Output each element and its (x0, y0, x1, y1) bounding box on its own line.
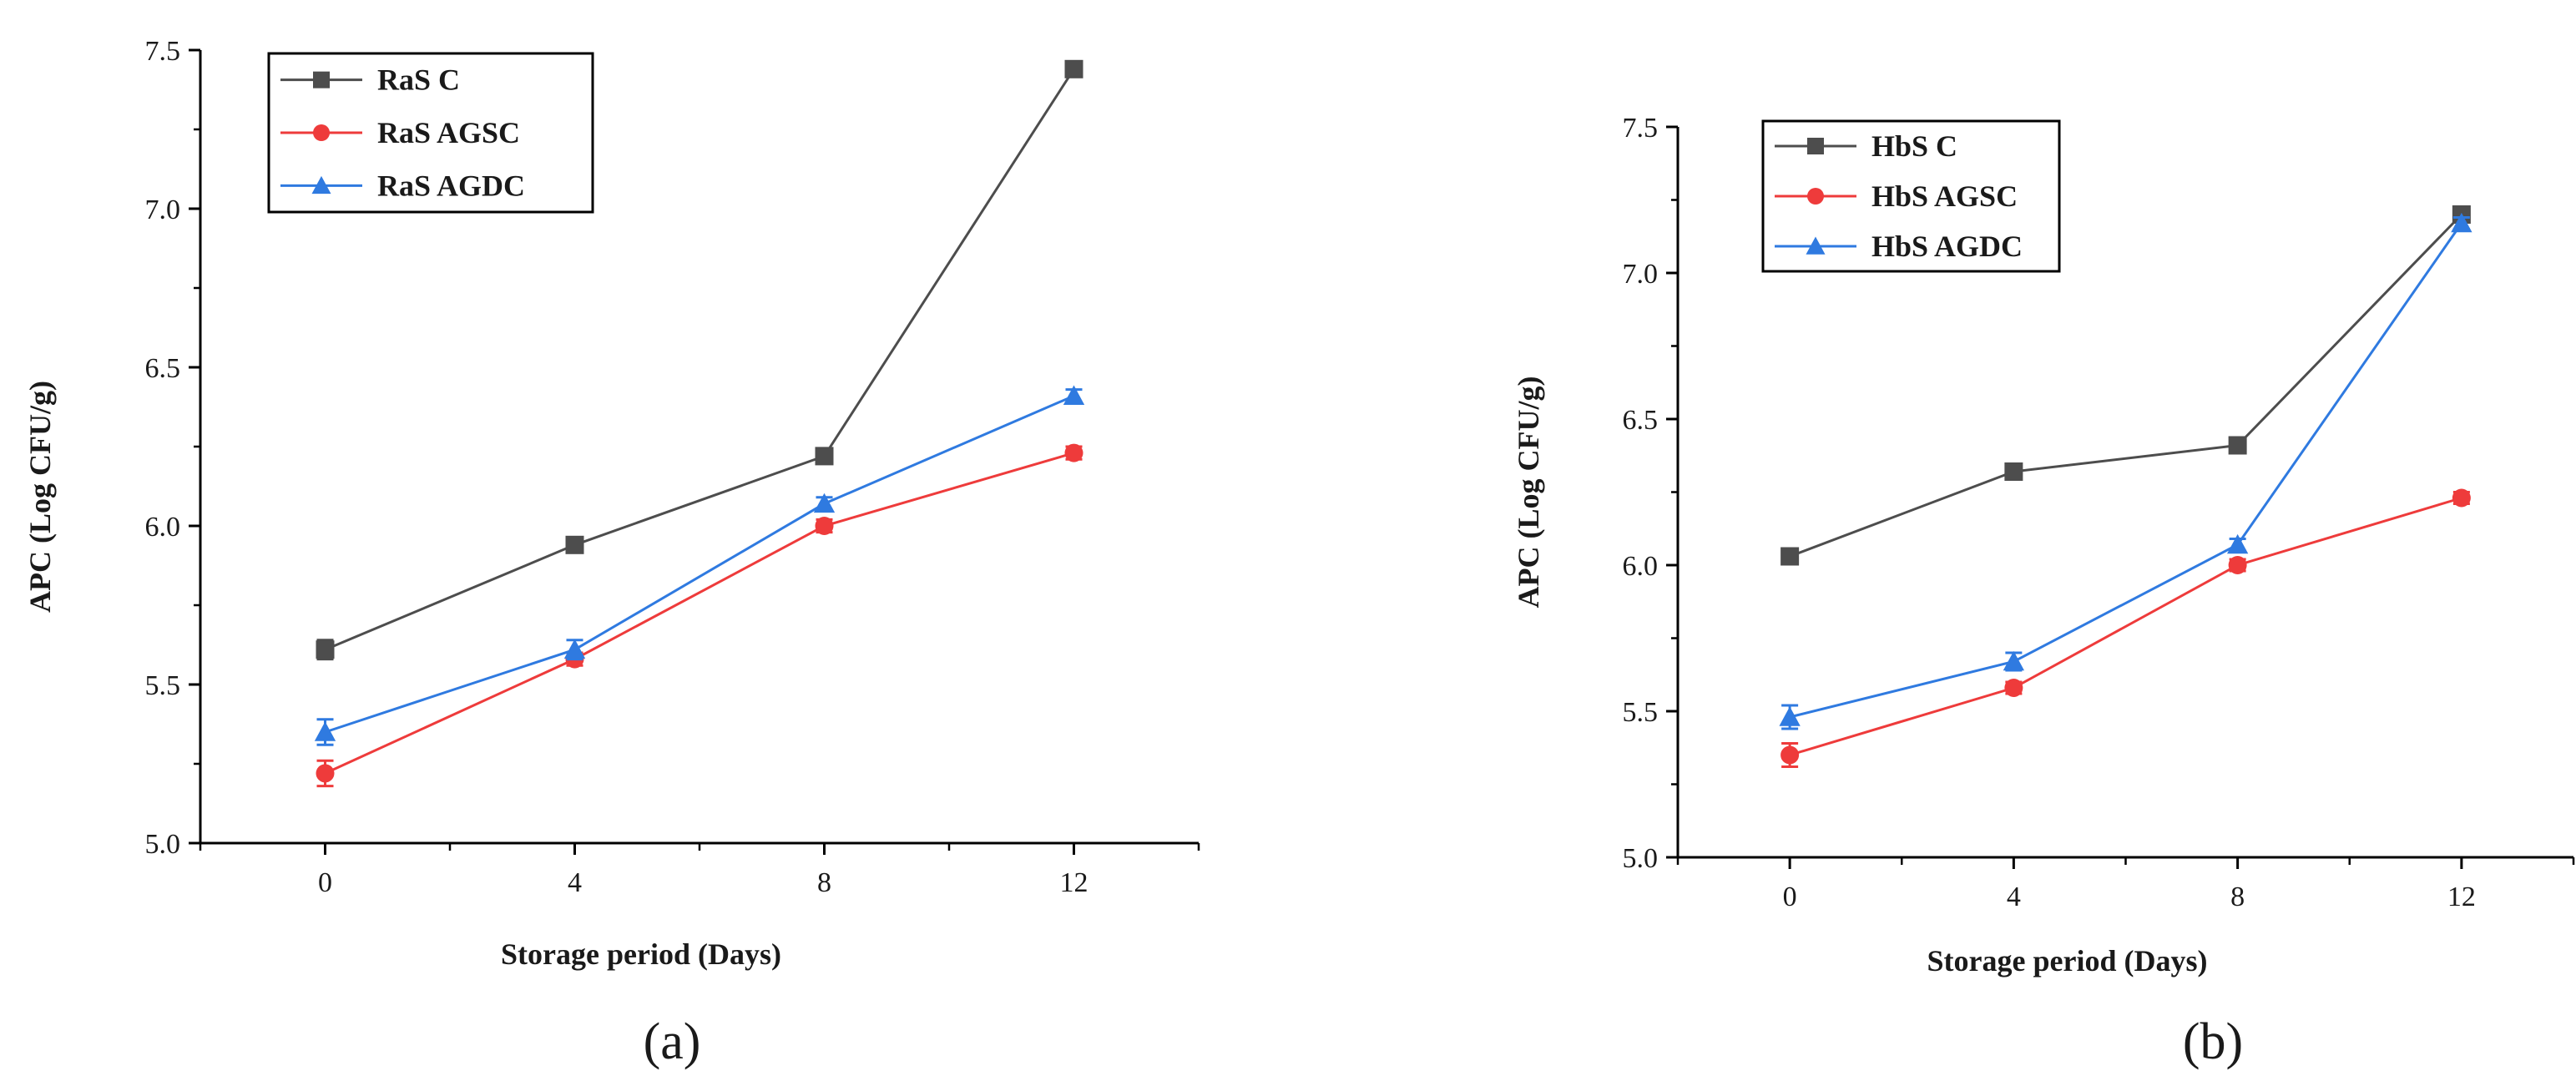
legend-label: HbS C (1871, 129, 1957, 163)
data-point (815, 447, 834, 466)
data-point (563, 639, 586, 659)
y-tick-label: 7.5 (145, 36, 181, 67)
data-point (2451, 212, 2472, 233)
series-line (325, 394, 1075, 734)
data-point (2226, 533, 2249, 554)
data-point (314, 721, 336, 741)
y-tick-label: 6.0 (145, 512, 181, 543)
x-tick-label: 4 (568, 867, 582, 898)
data-point (1064, 443, 1083, 462)
data-point (2003, 650, 2025, 671)
data-point (316, 764, 335, 783)
data-point (2228, 556, 2247, 574)
y-axis-title: APC (Log CFU/g) (1512, 376, 1545, 609)
legend-label: RaS C (377, 63, 460, 97)
chart-panel-b: 5.0 5.5 6.0 6.5 7.0 7.5 0 4 8 12 Storage period (D… (1288, 0, 2576, 1071)
x-tick-label: 4 (2007, 882, 2021, 912)
data-point (1779, 706, 1801, 726)
legend-marker (1807, 188, 1824, 205)
data-point (1780, 547, 1800, 566)
data-point (316, 640, 335, 659)
legend: HbS C HbS AGSC HbS AGDC (1761, 119, 2061, 273)
x-tick-label: 0 (318, 867, 332, 898)
series-line (1789, 497, 2462, 756)
data-point (1063, 385, 1085, 405)
data-point (565, 535, 584, 554)
legend-label: RaS AGSC (377, 116, 520, 149)
data-point (813, 493, 836, 513)
series-ras-c (316, 59, 1083, 661)
x-tick-label: 12 (2447, 882, 2476, 912)
series-hbs-agsc (1780, 488, 2471, 768)
y-tick-label: 5.5 (1623, 697, 1659, 728)
chart-b: 5.0 5.5 6.0 6.5 7.0 7.5 0 4 8 12 Storage period (D… (1512, 113, 2575, 1070)
x-axis-title: Storage period (Days) (501, 937, 781, 971)
data-point (2228, 436, 2247, 455)
panel-label: (b) (2183, 1013, 2243, 1070)
legend-label: HbS AGSC (1871, 179, 2018, 213)
legend-marker (313, 124, 330, 141)
series-ras-agdc (314, 385, 1085, 746)
series-ras-agsc (316, 443, 1083, 788)
y-tick-label: 7.0 (145, 194, 181, 225)
series-line (324, 452, 1074, 775)
y-tick-label: 5.0 (1623, 843, 1659, 874)
y-tick-label: 5.0 (145, 829, 181, 860)
data-point (815, 517, 834, 535)
x-tick-label: 8 (2230, 882, 2245, 912)
legend-marker (313, 71, 330, 88)
chart-panel-a: 5.0 5.5 6.0 6.5 7.0 7.5 0 4 8 12 Storage period (D… (23, 36, 1200, 1070)
y-tick-label: 6.5 (145, 353, 181, 384)
data-point (2452, 488, 2471, 508)
legend-label: RaS AGDC (377, 169, 525, 202)
x-axis-title: Storage period (Days) (1927, 944, 2208, 978)
data-point (1780, 745, 1800, 765)
y-tick-label: 7.0 (1623, 259, 1659, 290)
x-tick-label: 8 (817, 867, 831, 898)
y-tick-label: 6.5 (1623, 405, 1659, 436)
x-tick-label: 0 (1783, 882, 1797, 912)
data-point (2004, 679, 2023, 697)
series-hbs-agdc (1779, 212, 2472, 730)
series-hbs-c (1780, 205, 2471, 566)
panel-label: (a) (644, 1013, 701, 1070)
data-point (1064, 59, 1083, 78)
y-tick-label: 6.0 (1623, 551, 1659, 582)
series-line (1789, 222, 2463, 719)
chart-a: 5.0 5.5 6.0 6.5 7.0 7.5 0 4 8 12 Storage period (D… (23, 36, 1200, 1070)
data-point (2004, 462, 2023, 481)
legend: RaS C RaS AGSC RaS AGDC (267, 52, 594, 214)
series-line (324, 68, 1075, 651)
legend-marker (1807, 138, 1824, 154)
legend-marker (1806, 236, 1826, 255)
y-tick-label: 5.5 (145, 670, 181, 701)
y-axis-title: APC (Log CFU/g) (23, 381, 57, 613)
series-line (1789, 213, 2462, 558)
legend-label: HbS AGDC (1871, 230, 2023, 263)
y-tick-label: 7.5 (1623, 113, 1659, 144)
legend-marker (311, 175, 331, 194)
x-tick-label: 12 (1060, 867, 1088, 898)
